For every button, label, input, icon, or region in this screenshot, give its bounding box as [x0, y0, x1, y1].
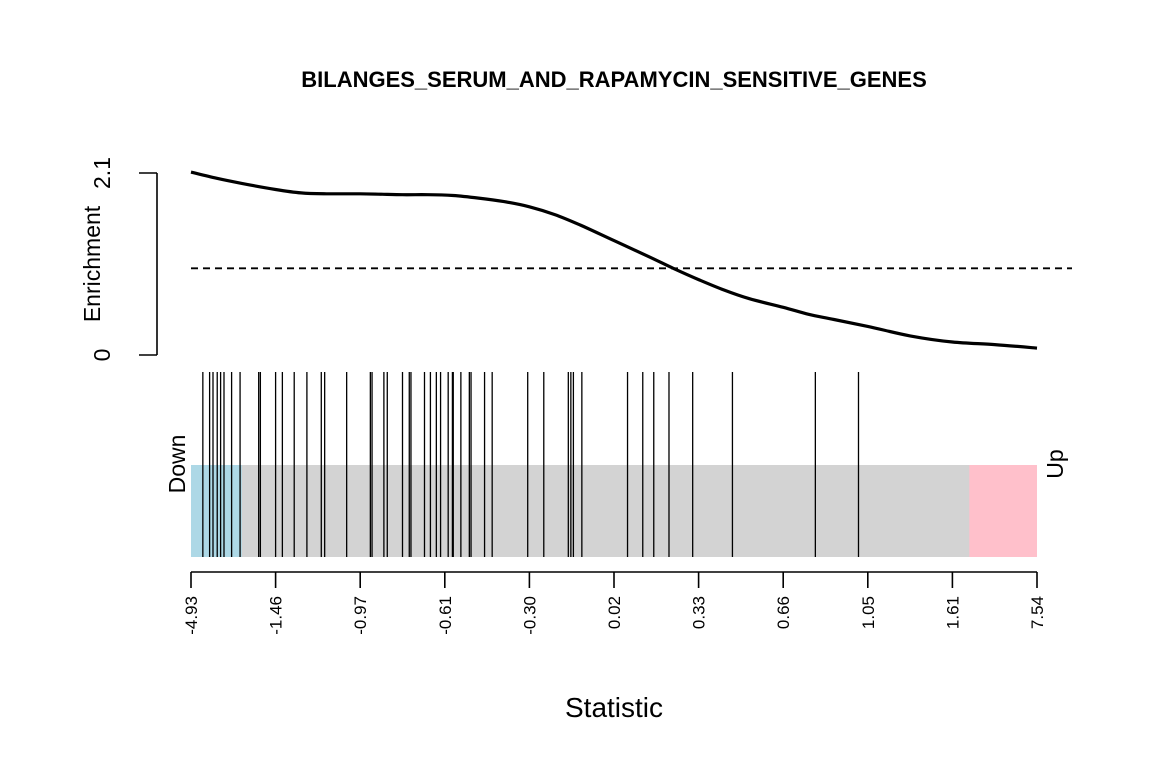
enrichment-panel: 02.1 Enrichment — [79, 157, 1072, 361]
statistic-tick-label: -0.97 — [351, 596, 370, 635]
statistic-tick-label: 0.66 — [774, 596, 793, 629]
statistic-tick-label: -4.93 — [182, 596, 201, 635]
down-region — [191, 465, 242, 557]
enrichment-axis-title: Enrichment — [79, 205, 105, 322]
gene-bars — [202, 372, 860, 557]
barcode-panel: Down Up — [164, 372, 1068, 557]
down-label: Down — [164, 435, 190, 494]
enrichment-tick-label: 2.1 — [89, 157, 115, 189]
statistic-tick-label: 1.61 — [943, 596, 962, 629]
up-label: Up — [1042, 449, 1068, 478]
statistic-tick-label: 0.33 — [690, 596, 709, 629]
chart-title: BILANGES_SERUM_AND_RAPAMYCIN_SENSITIVE_G… — [301, 67, 927, 92]
up-region — [969, 465, 1037, 557]
statistic-axis: -4.93 -1.46 -0.97 -0.61 -0.30 0.02 0.33 0.66 1.0… — [182, 571, 1047, 635]
neutral-region — [191, 465, 1037, 557]
statistic-tick-label: -0.30 — [520, 596, 539, 635]
statistic-tick-label: -1.46 — [267, 596, 286, 635]
statistic-tick-label: 7.54 — [1028, 596, 1047, 629]
statistic-tick-label: 0.02 — [605, 596, 624, 629]
statistic-tick-label: -0.61 — [436, 596, 455, 635]
statistic-axis-title: Statistic — [565, 692, 663, 723]
enrichment-tick-label: 0 — [89, 349, 115, 362]
enrichment-axis: 02.1 — [89, 157, 158, 362]
statistic-tick-label: 1.05 — [859, 596, 878, 629]
enrichment-curve — [190, 170, 1038, 350]
